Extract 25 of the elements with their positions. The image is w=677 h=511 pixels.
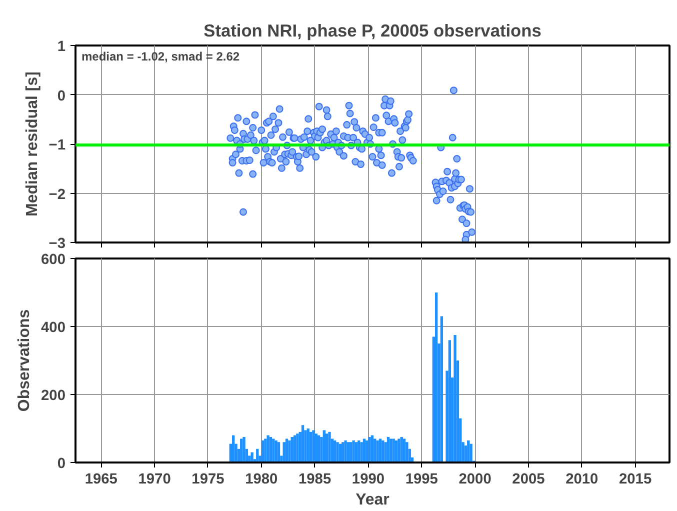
annotation: median = -1.02, smad = 2.62 [82, 50, 240, 64]
x-tick-label: 1965 [84, 472, 118, 488]
y-tick-label: 400 [41, 320, 66, 336]
y-tick-label: 1 [57, 39, 66, 55]
y-axis-title: Median residual [s] [24, 72, 41, 216]
y-tick-label: 200 [41, 388, 66, 404]
x-tick-label: 1995 [405, 472, 438, 488]
x-tick-label: 1980 [245, 472, 278, 488]
chart-title: Station NRI, phase P, 20005 observations [204, 20, 542, 40]
y-tick-label: −1 [48, 138, 66, 154]
x-tick-label: 1975 [192, 472, 224, 488]
x-tick-label: 1990 [352, 472, 385, 488]
x-tick-label: 2000 [458, 472, 492, 488]
x-tick-label: 2010 [566, 472, 598, 488]
x-axis-title: Year [356, 492, 390, 508]
x-tick-label: 2015 [619, 472, 652, 488]
y-tick-label: −2 [48, 186, 66, 203]
y-tick-label: 0 [57, 88, 66, 104]
x-tick-label: 2005 [512, 472, 545, 488]
x-tick-label: 1970 [138, 472, 171, 488]
y-axis-title: Observations [16, 309, 34, 412]
y-tick-label: −3 [48, 236, 66, 252]
x-tick-label: 1985 [298, 472, 332, 488]
y-tick-label: 0 [57, 456, 66, 472]
y-tick-label: 600 [41, 252, 66, 268]
